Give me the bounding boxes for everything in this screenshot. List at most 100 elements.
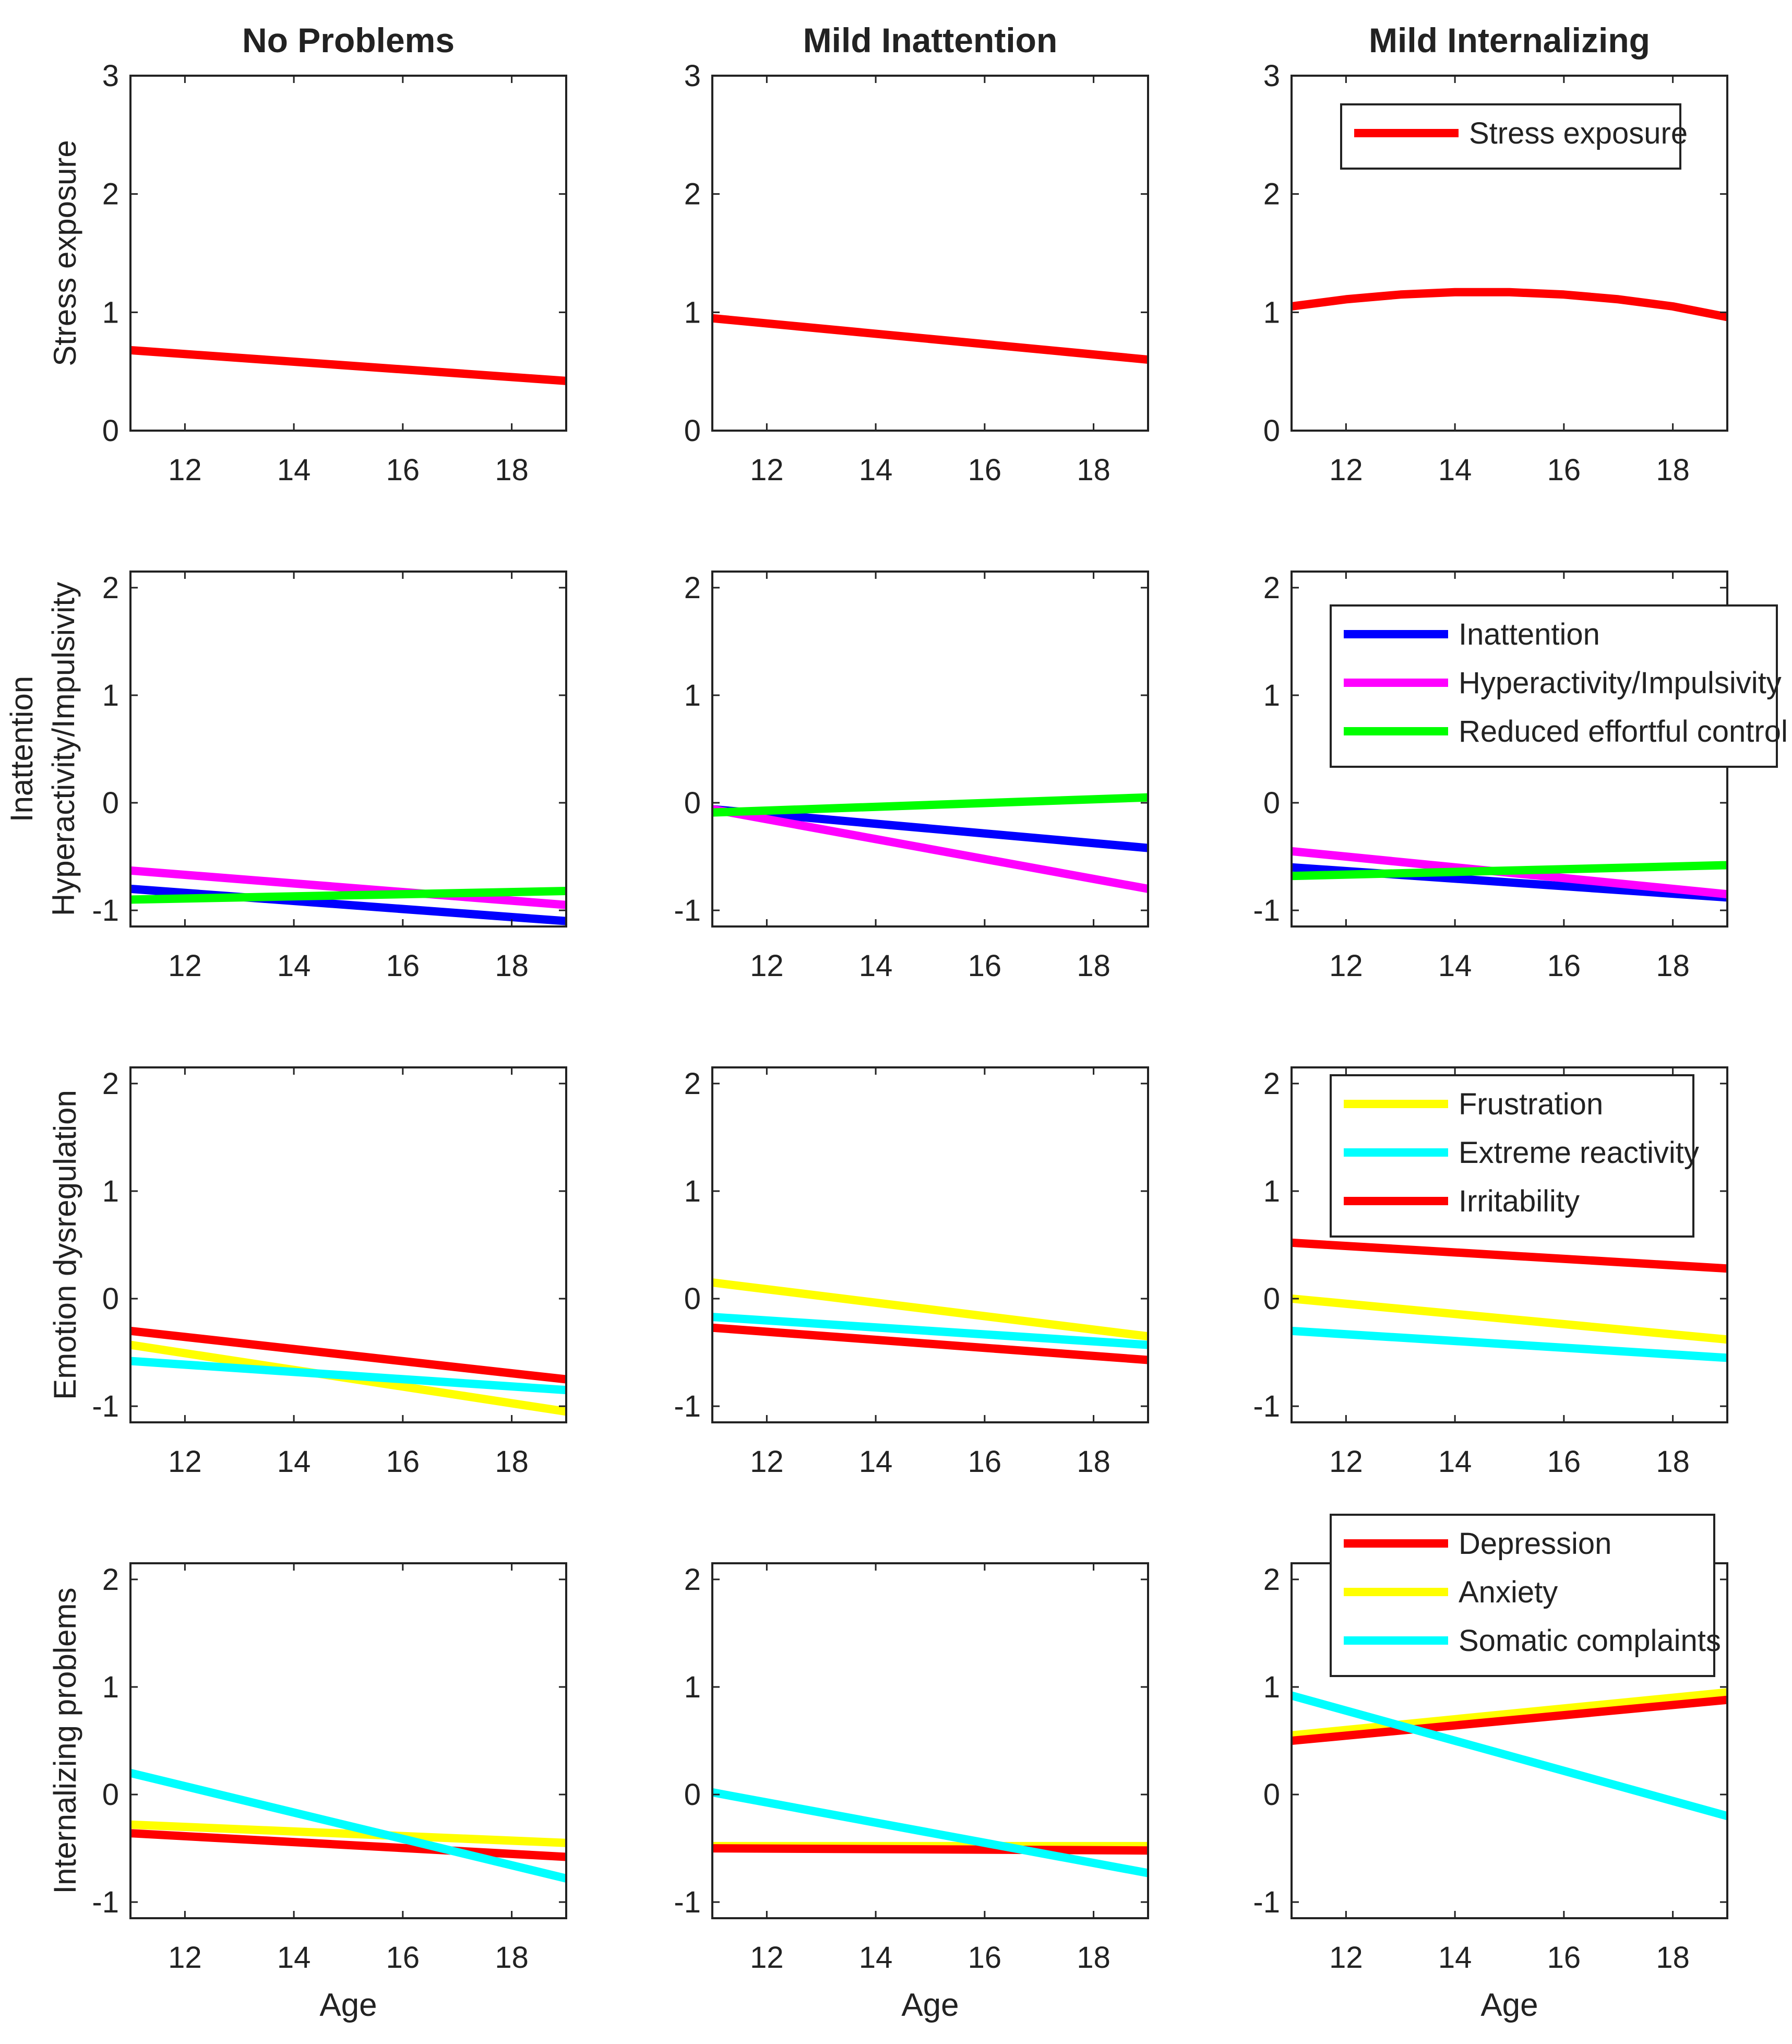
series-group	[130, 1769, 566, 1883]
y-tick-label: 2	[684, 1067, 701, 1101]
y-tick-label: 0	[102, 1282, 119, 1316]
y-tick-label: 1	[1263, 1670, 1280, 1704]
x-tick-label: 16	[968, 1445, 1002, 1479]
y-tick-label: 0	[684, 1282, 701, 1316]
y-tick-label: 0	[684, 414, 701, 448]
y-tick-label: 0	[102, 786, 119, 820]
x-tick-label: 16	[968, 453, 1002, 487]
series-line-extreme-reactivity	[1292, 1326, 1727, 1362]
x-tick-label: 18	[495, 453, 529, 487]
series-line-inattention	[712, 805, 1148, 852]
y-tick-label: -1	[92, 1885, 119, 1919]
x-tick-label: 18	[1077, 1445, 1110, 1479]
y-tick-label: 1	[684, 679, 701, 712]
y-tick-label: 0	[1263, 414, 1280, 448]
axes-box	[129, 1066, 567, 1423]
series-line-irritability	[712, 1323, 1148, 1364]
series-line-depression	[130, 1829, 566, 1861]
x-tick-label: 14	[277, 453, 311, 487]
y-tick-label: 2	[684, 571, 701, 605]
x-tick-label: 12	[1329, 1445, 1363, 1479]
y-tick-label: -1	[92, 1389, 119, 1423]
x-tick-label: 18	[495, 949, 529, 983]
series-group	[712, 314, 1148, 364]
y-tick-label: 1	[102, 679, 119, 712]
plot-area	[130, 76, 566, 431]
x-tick-label: 18	[1077, 453, 1110, 487]
y-tick-label: 0	[1263, 786, 1280, 820]
y-tick-label: 2	[1263, 1563, 1280, 1597]
series-line-irritability	[1292, 1238, 1727, 1273]
y-tick-label: -1	[674, 894, 701, 928]
x-tick-label: 14	[1438, 453, 1472, 487]
series-line-anxiety	[1292, 1688, 1727, 1740]
y-tick-label: 1	[1263, 1174, 1280, 1208]
y-tick-label: 1	[102, 1174, 119, 1208]
x-tick-label: 14	[859, 949, 893, 983]
x-tick-label: 16	[386, 1445, 420, 1479]
series-group	[1292, 847, 1727, 902]
x-tick-label: 12	[168, 1941, 202, 1975]
y-tick-label: 2	[684, 1563, 701, 1597]
axes-box	[129, 1562, 567, 1919]
y-tick-label: 2	[102, 571, 119, 605]
x-tick-label: 16	[1547, 1445, 1581, 1479]
series-line-frustration	[712, 1278, 1148, 1341]
axes-box	[711, 75, 1149, 432]
y-tick-label: 1	[684, 1670, 701, 1704]
column-title-1: No Problems	[242, 21, 455, 60]
x-tick-label: 12	[750, 453, 784, 487]
y-tick-label: 0	[684, 786, 701, 820]
series-line-extreme-reactivity	[712, 1313, 1148, 1349]
series-line-extreme-reactivity	[130, 1357, 566, 1395]
axes-box	[129, 75, 567, 432]
y-tick-label: 0	[684, 1778, 701, 1812]
x-tick-label: 16	[1547, 1941, 1581, 1975]
y-axis-label: Inattention	[4, 676, 39, 822]
y-tick-label: 2	[1263, 177, 1280, 211]
axes-box	[711, 1066, 1149, 1423]
x-axis-label: Age	[1480, 1987, 1538, 2023]
y-tick-label: 1	[1263, 295, 1280, 329]
y-tick-label: 2	[102, 177, 119, 211]
x-tick-label: 14	[277, 1445, 311, 1479]
legend-row-1: Stress exposure	[1340, 103, 1688, 170]
series-line-stress-exposure	[1292, 288, 1727, 322]
series-line-reduced-effortful-control	[130, 887, 566, 904]
series-line-hyperactivity-impulsivity	[712, 805, 1148, 893]
series-group	[712, 1788, 1148, 1877]
y-tick-label: 2	[102, 1067, 119, 1101]
legend-row-3: Frustration Extreme reactivity Irritabilit…	[1330, 1074, 1699, 1238]
x-tick-label: 12	[750, 1941, 784, 1975]
y-tick-label: -1	[1253, 894, 1280, 928]
y-axis-label: Internalizing problems	[47, 1588, 82, 1894]
series-group	[712, 793, 1148, 893]
series-group	[1292, 1688, 1727, 1820]
x-tick-label: 16	[386, 453, 420, 487]
series-line-stress-exposure	[712, 314, 1148, 364]
x-tick-label: 14	[1438, 1445, 1472, 1479]
x-tick-label: 18	[1077, 1941, 1110, 1975]
x-tick-label: 16	[968, 949, 1002, 983]
x-tick-label: 18	[1656, 1941, 1690, 1975]
legend-label: Irritability	[1459, 1184, 1580, 1218]
series-line-depression	[1292, 1695, 1727, 1745]
x-tick-label: 18	[1656, 1445, 1690, 1479]
y-tick-label: -1	[1253, 1389, 1280, 1423]
x-tick-label: 12	[168, 949, 202, 983]
x-axis-label: Age	[319, 1987, 377, 2023]
y-tick-label: 1	[102, 295, 119, 329]
y-tick-label: -1	[1253, 1885, 1280, 1919]
series-line-reduced-effortful-control	[1292, 861, 1727, 881]
series-line-depression	[712, 1844, 1148, 1855]
legend-label: Stress exposure	[1469, 116, 1688, 150]
legend-label: Frustration	[1459, 1087, 1603, 1121]
x-tick-label: 14	[1438, 1941, 1472, 1975]
